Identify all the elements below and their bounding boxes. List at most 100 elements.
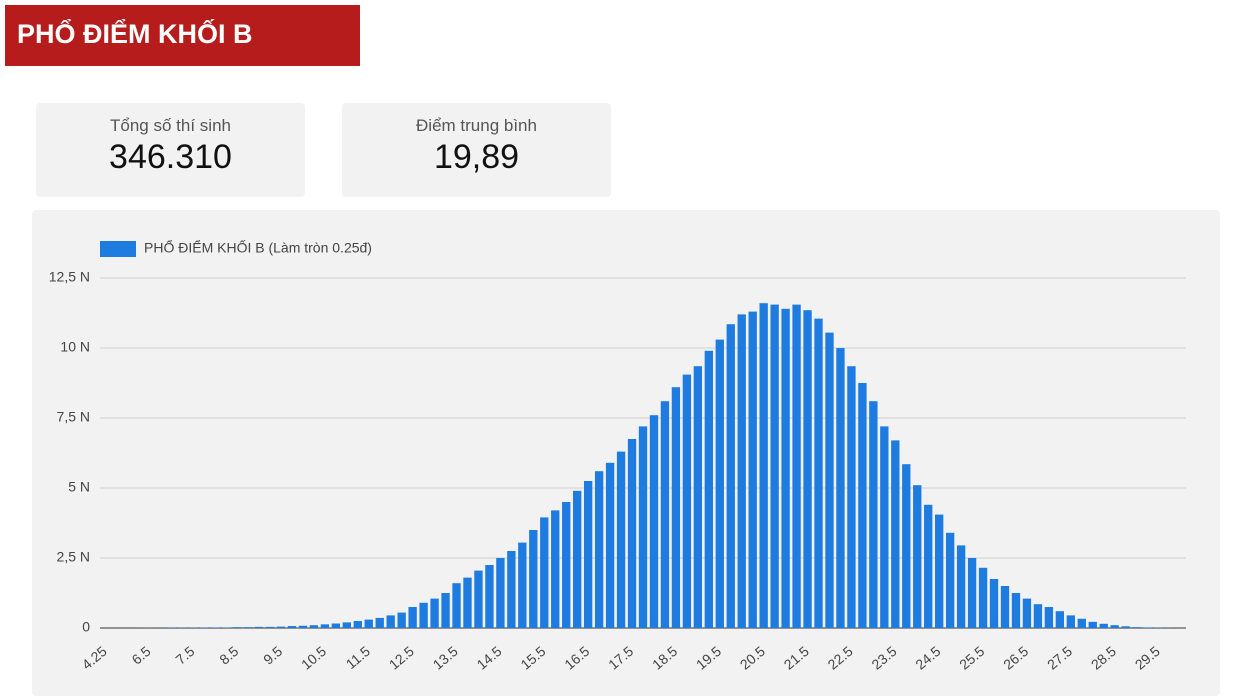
bar (419, 602, 428, 628)
stat-label: Điểm trung bình (416, 116, 537, 135)
x-tick-label: 12.5 (386, 643, 417, 673)
bar (748, 311, 757, 628)
y-tick-label: 12,5 N (49, 269, 90, 285)
bar (430, 598, 439, 628)
x-tick-label: 13.5 (430, 643, 461, 673)
bar (737, 314, 746, 628)
bar (1143, 627, 1152, 628)
bar (660, 401, 670, 628)
bar (573, 490, 582, 628)
x-tick-label: 19.5 (693, 643, 724, 673)
y-tick-label: 0 (82, 619, 90, 635)
x-tick-label: 24.5 (912, 643, 943, 673)
bar (693, 366, 703, 628)
bar (1099, 623, 1108, 628)
y-tick-label: 5 N (68, 479, 90, 495)
bar (945, 532, 955, 628)
bar (627, 439, 637, 628)
bar (671, 387, 681, 628)
bar (485, 565, 494, 628)
bar (902, 464, 911, 628)
bar (605, 462, 615, 628)
bar (956, 545, 966, 628)
bar (869, 401, 878, 628)
bar (825, 332, 834, 628)
bar (715, 339, 724, 628)
bar (836, 348, 845, 628)
bar (474, 570, 483, 628)
bar (331, 623, 341, 628)
x-tick-label: 18.5 (649, 643, 680, 673)
bar (967, 558, 977, 628)
bar (375, 617, 384, 628)
bar (726, 324, 735, 628)
x-tick-label: 11.5 (343, 643, 374, 672)
bar (1132, 627, 1141, 628)
x-tick-label: 27.5 (1044, 643, 1075, 673)
bar (803, 310, 812, 628)
stat-value: 19,89 (433, 138, 520, 176)
bar (408, 607, 417, 628)
bar (211, 627, 220, 628)
bar (298, 625, 308, 628)
bar (649, 415, 659, 628)
bar (704, 350, 713, 628)
y-tick-label: 10 N (60, 339, 90, 355)
stat-label: Tổng số thí sinh (110, 116, 231, 135)
x-tick-label: 15.5 (517, 643, 548, 673)
bar (792, 304, 801, 628)
x-tick-label: 21.5 (781, 643, 812, 673)
bar (781, 308, 790, 628)
stat-card: Tổng số thí sinh 346.310 (36, 103, 305, 197)
bar (540, 517, 549, 628)
bar (232, 627, 242, 628)
bar (441, 593, 450, 628)
bar (638, 426, 648, 628)
bar (935, 514, 944, 628)
bar (452, 583, 461, 628)
x-tick-label: 7.5 (172, 643, 197, 668)
bar (386, 615, 395, 628)
bar (989, 579, 999, 628)
bar (529, 530, 538, 628)
x-tick-label: 25.5 (956, 643, 987, 673)
x-tick-label: 8.5 (216, 643, 241, 668)
bar (254, 626, 264, 628)
bar (1033, 604, 1043, 628)
x-tick-label: 9.5 (260, 643, 285, 668)
y-tick-label: 7,5 N (57, 409, 90, 425)
bar (364, 619, 373, 628)
x-tick-label: 29.5 (1132, 643, 1163, 673)
bar (562, 502, 571, 628)
stat-card: Điểm trung bình 19,89 (342, 103, 611, 197)
bar (507, 551, 516, 628)
x-tick-label: 14.5 (474, 643, 505, 673)
bar (1055, 611, 1065, 628)
bar (759, 303, 768, 628)
bar (1077, 618, 1086, 628)
bar (1011, 593, 1021, 628)
header: PHỔ ĐIỂM KHỐI B (5, 5, 360, 66)
bar (1088, 621, 1097, 628)
bar (858, 383, 867, 628)
bar (891, 440, 900, 628)
bar (397, 612, 406, 628)
legend-swatch (100, 241, 136, 257)
bar (814, 318, 823, 628)
bar (342, 622, 351, 628)
bar (221, 627, 231, 628)
x-tick-label: 4.25 (79, 643, 110, 673)
bar (320, 624, 330, 628)
bar (243, 627, 253, 628)
x-tick-label: 20.5 (737, 643, 768, 673)
x-tick-label: 28.5 (1088, 643, 1119, 673)
y-tick-label: 2,5 N (57, 549, 90, 565)
bar (551, 510, 560, 628)
bar (847, 366, 856, 628)
bar (1110, 625, 1119, 628)
bar (463, 577, 472, 628)
bar (287, 626, 297, 628)
x-tick-label: 26.5 (1000, 643, 1031, 673)
